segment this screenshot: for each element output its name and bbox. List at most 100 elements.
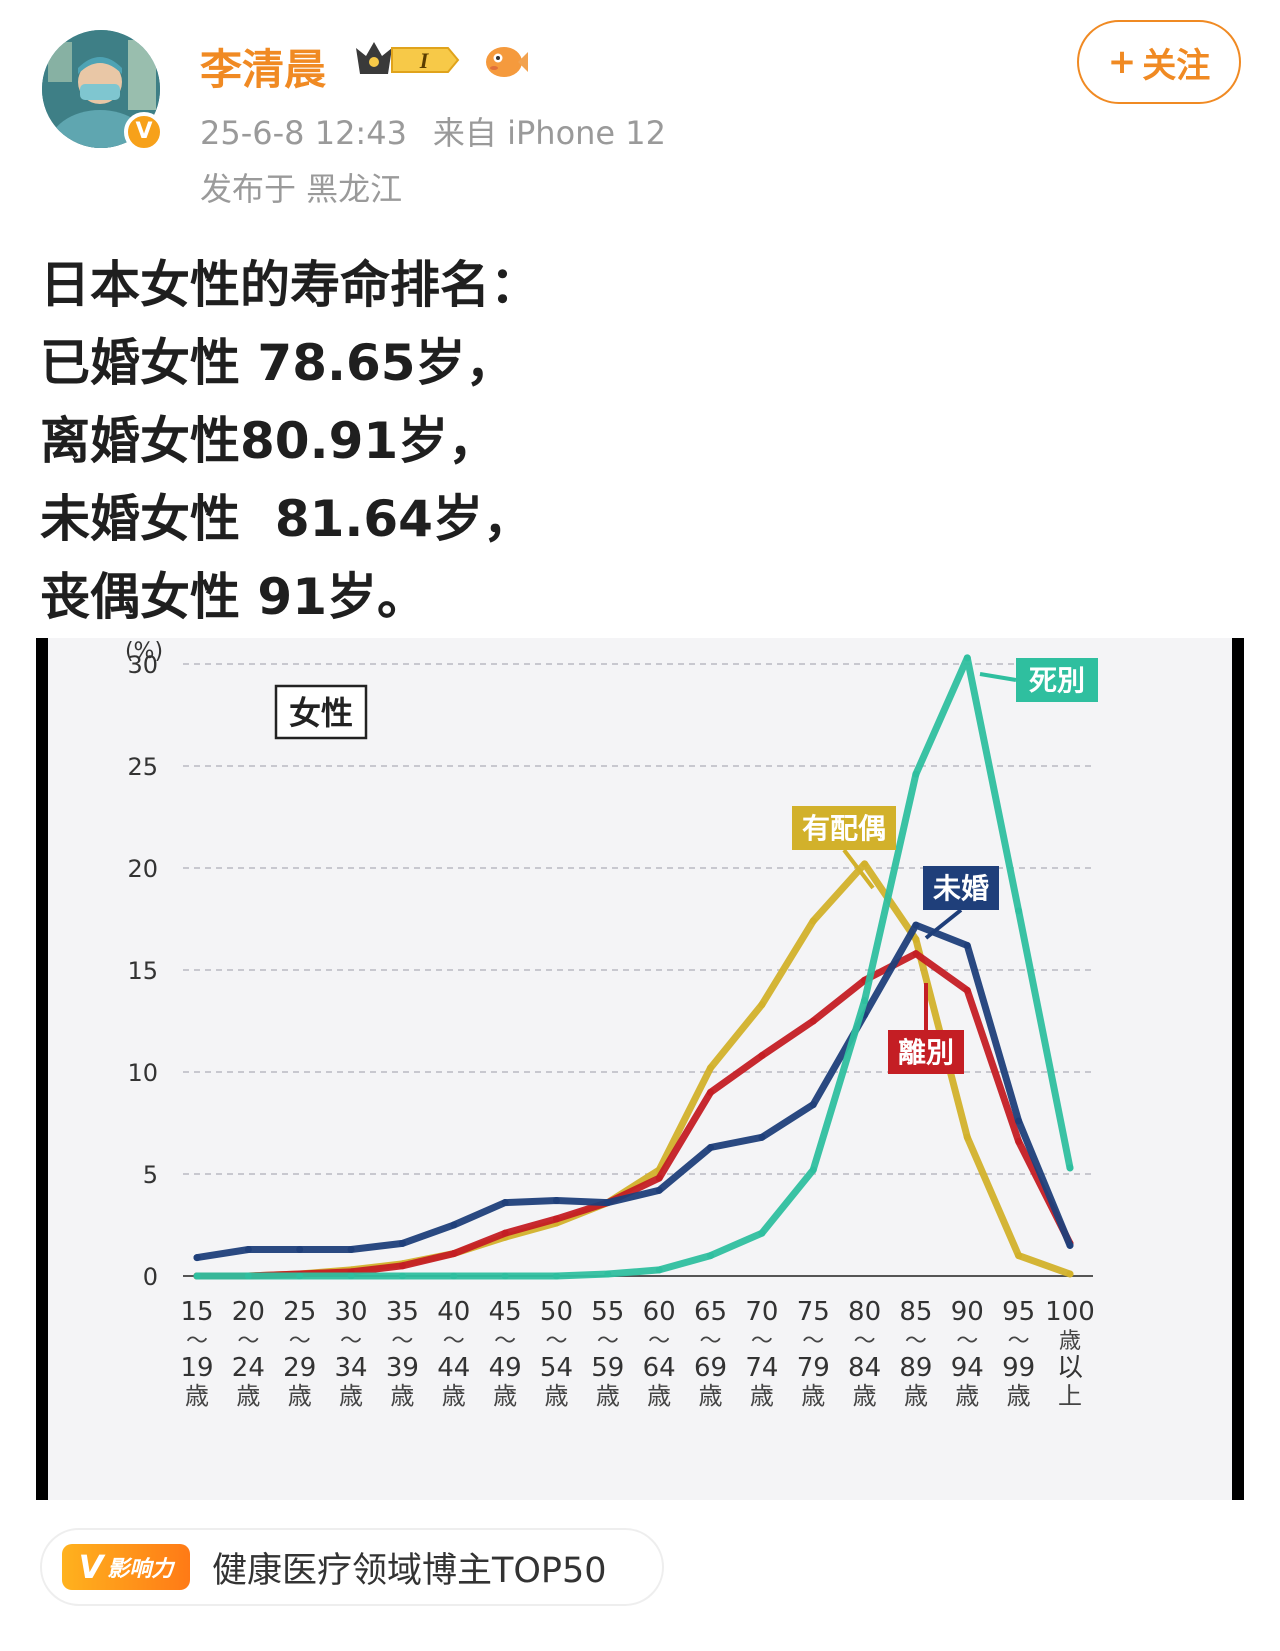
data-point [758, 1001, 766, 1009]
x-tick-separator: ～ [391, 1329, 413, 1354]
x-tick-label: 70 [745, 1297, 778, 1327]
post-timestamp: 25-6-8 12:43 [200, 114, 407, 152]
data-point [193, 1272, 201, 1280]
x-tick-separator: ～ [751, 1329, 773, 1354]
data-point [398, 1239, 406, 1247]
data-point [963, 1133, 971, 1141]
data-point [809, 1101, 817, 1109]
x-tick-separator: ～ [956, 1329, 978, 1354]
data-point [809, 1166, 817, 1174]
data-point [963, 942, 971, 950]
data-point [244, 1272, 252, 1280]
x-tick-label: 54 [540, 1353, 573, 1383]
x-tick-label: 歳 [288, 1382, 312, 1410]
x-tick-label: 79 [797, 1353, 830, 1383]
author-name[interactable]: 李清晨 [200, 45, 327, 94]
x-tick-label: 歳 [853, 1382, 877, 1410]
data-point [450, 1272, 458, 1280]
influence-badge[interactable]: V 影响力 健康医疗领域博主TOP50 [40, 1528, 664, 1606]
chart-canvas: 0 5 10 15 20 25 30 (%) 女性 15 ～ 19 歳 20 ～ 24 歳 25 ～ 29 歳 30 ～ 34… [48, 638, 1232, 1500]
data-point [604, 1199, 612, 1207]
data-point [707, 1088, 715, 1096]
x-tick-label: 55 [591, 1297, 624, 1327]
x-tick-label: 歳 [544, 1382, 568, 1410]
x-tick-separator: ～ [1008, 1329, 1030, 1354]
data-point [501, 1199, 509, 1207]
series-label: 有配偶 [802, 812, 886, 845]
series-line [193, 950, 1074, 1280]
data-point [758, 1133, 766, 1141]
data-point [912, 921, 920, 929]
x-tick-label: 50 [540, 1297, 573, 1327]
x-tick-label: 99 [1002, 1353, 1035, 1383]
data-point [809, 917, 817, 925]
x-tick-separator: ～ [494, 1329, 516, 1354]
x-tick-separator: ～ [802, 1329, 824, 1354]
x-tick-label: 85 [899, 1297, 932, 1327]
post-body: 日本女性的寿命排名： 已婚女性 78.65岁， 离婚女性80.91岁， 未婚女性… [40, 246, 540, 636]
data-point [758, 1052, 766, 1060]
vip-crown-icon: I [356, 42, 460, 74]
post-line: 丧偶女性 91岁。 [40, 568, 427, 626]
influence-text: 健康医疗领域博主TOP50 [212, 1550, 607, 1591]
data-point [655, 1186, 663, 1194]
data-point [912, 935, 920, 943]
data-point [655, 1266, 663, 1274]
x-tick-label: 29 [283, 1353, 316, 1383]
chart-title: 女性 [289, 694, 353, 732]
influence-label: 影响力 [107, 1557, 174, 1582]
x-tick-label: 歳 [390, 1382, 414, 1410]
series-label-box [792, 806, 896, 850]
x-tick-label: 15 [180, 1297, 213, 1327]
data-point [193, 1254, 201, 1262]
post-location: 发布于 黑龙江 [200, 170, 403, 208]
series-label-box [923, 866, 999, 910]
data-point [1015, 1137, 1023, 1145]
data-point [1066, 1241, 1074, 1249]
line-chart: 051015202530(%)女性15～19歳20～24歳25～29歳30～34… [125, 639, 1098, 1410]
data-point [707, 1064, 715, 1072]
post-line: 已婚女性 78.65岁， [40, 334, 516, 392]
post-image[interactable]: 0 5 10 15 20 25 30 (%) 女性 15 ～ 19 歳 20 ～ 24 歳 25 ～ 29 歳 30 ～ 34… [36, 638, 1244, 1500]
data-point [963, 986, 971, 994]
data-point [450, 1250, 458, 1258]
x-tick-label: 95 [1002, 1297, 1035, 1327]
influence-letter: V [78, 1548, 104, 1586]
data-point [501, 1229, 509, 1237]
post-line: 日本女性的寿命排名： [40, 256, 540, 314]
x-tick-label: 歳 [647, 1382, 671, 1410]
data-point [244, 1245, 252, 1253]
y-tick-label: 25 [127, 753, 158, 781]
data-point [912, 770, 920, 778]
x-tick-label: 上 [1058, 1382, 1082, 1410]
y-tick-label: 5 [143, 1161, 158, 1189]
x-tick-label: 歳 [955, 1382, 979, 1410]
x-tick-label: 59 [591, 1353, 624, 1383]
follow-button[interactable]: + 关注 [1077, 20, 1241, 104]
data-point [552, 1197, 560, 1205]
x-tick-separator: ～ [905, 1329, 927, 1354]
data-point [347, 1245, 355, 1253]
series-label: 死別 [1029, 664, 1085, 697]
x-tick-label: 歳 [236, 1382, 260, 1410]
x-tick-label: 60 [643, 1297, 676, 1327]
data-point [296, 1245, 304, 1253]
x-tick-separator: ～ [854, 1329, 876, 1354]
data-point [1015, 1252, 1023, 1260]
x-tick-label: 45 [489, 1297, 522, 1327]
data-point [450, 1221, 458, 1229]
data-point [861, 997, 869, 1005]
data-point [963, 654, 971, 662]
x-tick-label: 歳 [750, 1382, 774, 1410]
x-tick-label: 歳 [339, 1382, 363, 1410]
x-tick-label: 歳 [1007, 1382, 1031, 1410]
data-point [1015, 1117, 1023, 1125]
x-tick-label: 44 [437, 1353, 470, 1383]
x-tick-label: 39 [386, 1353, 419, 1383]
data-point [604, 1270, 612, 1278]
y-tick-label: 0 [143, 1263, 158, 1291]
data-point [398, 1262, 406, 1270]
x-tick-label: 30 [335, 1297, 368, 1327]
x-tick-separator: ～ [186, 1329, 208, 1354]
x-tick-label: 90 [951, 1297, 984, 1327]
